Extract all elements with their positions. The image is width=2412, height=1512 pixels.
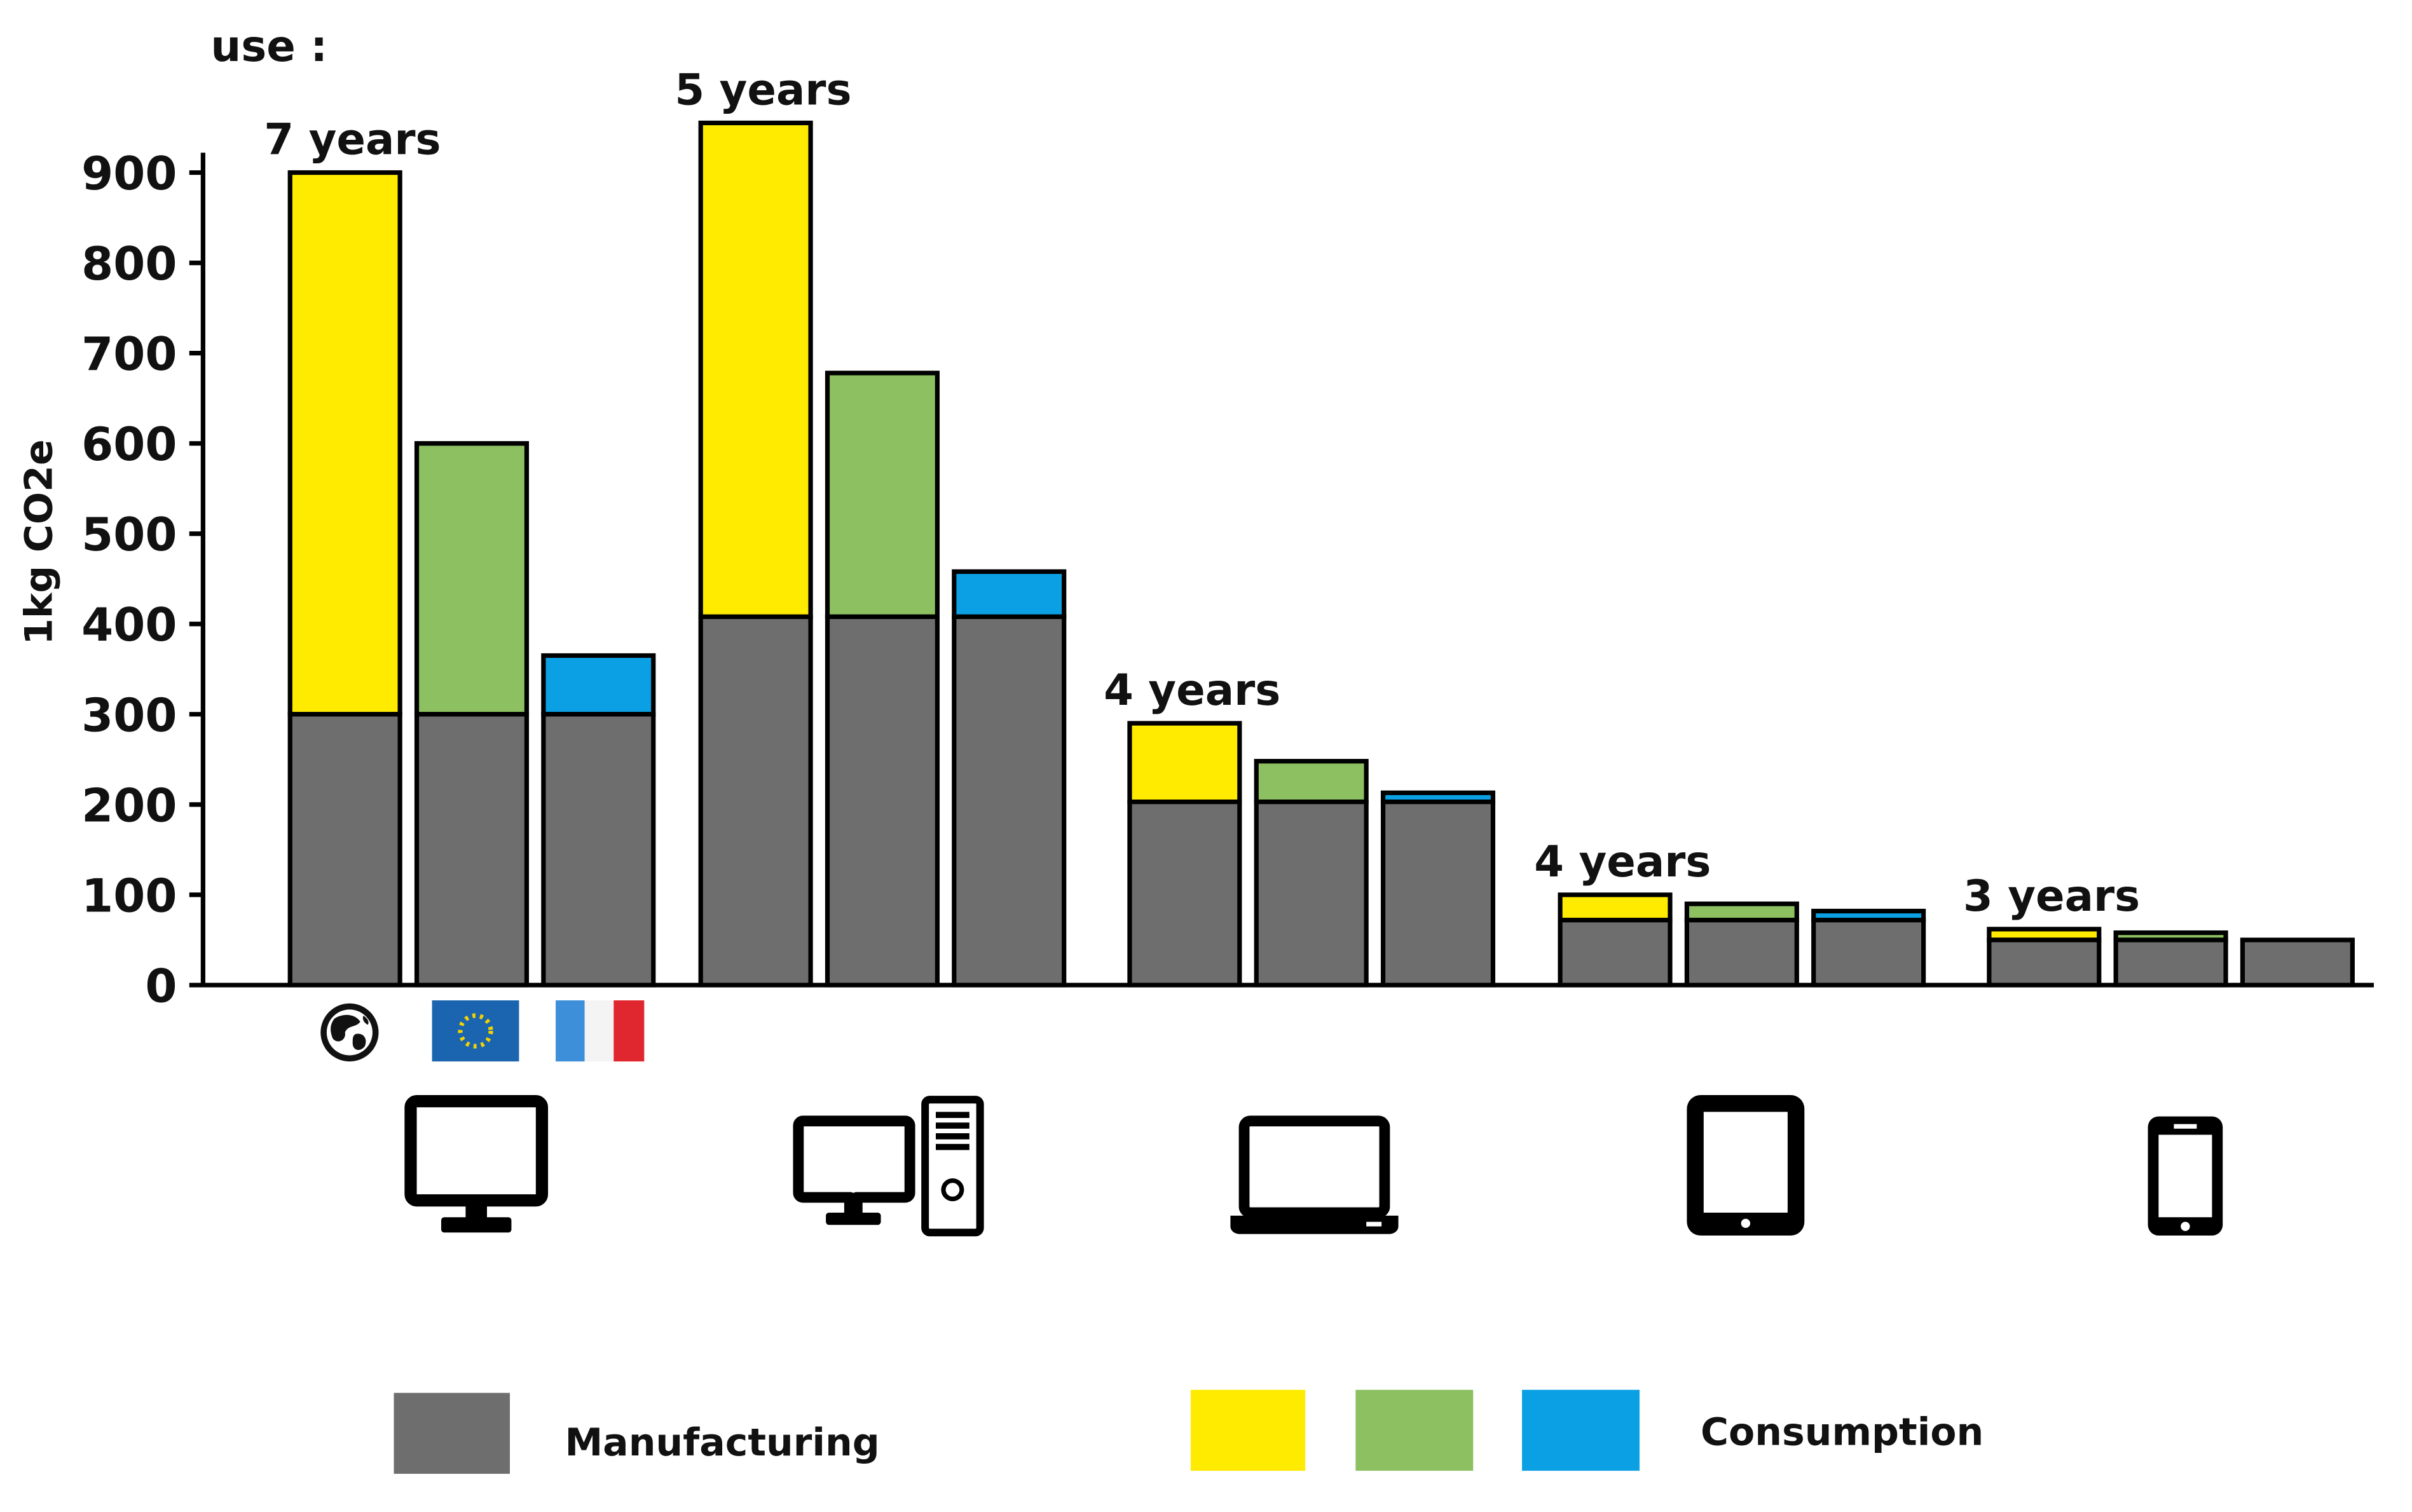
y-tick-label: 900 (81, 147, 177, 200)
lifetime-label-desktop-computer: 5 years (675, 65, 851, 115)
y-tick-label: 600 (81, 418, 177, 471)
monitor-icon (404, 1094, 549, 1233)
y-tick-label: 200 (81, 779, 177, 832)
bar-manufacturing-laptop-europe (1254, 799, 1369, 988)
bar-consumption-laptop-europe (1254, 759, 1369, 805)
bar-manufacturing-monitor-world (287, 712, 402, 988)
lifetime-label-laptop: 4 years (1104, 665, 1280, 715)
laptop-icon (1230, 1115, 1399, 1234)
tablet-icon (1687, 1094, 1805, 1236)
y-axis-label: 1kg CO2e (17, 439, 62, 644)
bar-consumption-monitor-world (287, 170, 402, 717)
lifetime-labels: 7 years 5 years 4 years 4 years 3 years (264, 65, 2140, 921)
bar-manufacturing-smartphone-france (2240, 937, 2355, 988)
bar-manufacturing-monitor-europe (414, 712, 530, 988)
bar-manufacturing-desktop-computer-france (952, 614, 1067, 988)
bar-manufacturing-monitor-france (541, 712, 656, 988)
bar-consumption-tablet-world (1558, 892, 1673, 923)
y-tick-label: 100 (81, 869, 177, 922)
y-ticks: 0 100 200 300 400 500 600 700 800 900 (81, 147, 203, 1012)
legend-swatch-france (1522, 1389, 1640, 1471)
bar-manufacturing-smartphone-world (1987, 937, 2102, 988)
y-tick-label: 300 (81, 688, 177, 742)
header-text: use : (210, 22, 327, 71)
legend: Manufacturing Consumption (394, 1389, 1984, 1474)
device-icons (404, 1094, 2223, 1237)
bar-manufacturing-tablet-france (1811, 918, 1926, 988)
bar-consumption-desktop-computer-france (952, 569, 1067, 620)
region-icons (320, 1000, 645, 1062)
lifetime-label-smartphone: 3 years (1963, 871, 2140, 921)
bar-consumption-tablet-europe (1684, 901, 1799, 923)
y-tick-label: 800 (81, 237, 177, 290)
legend-label-manufacturing: Manufacturing (565, 1420, 879, 1465)
bar-manufacturing-laptop-france (1380, 799, 1496, 988)
y-tick-label: 0 (145, 959, 177, 1012)
bar-manufacturing-tablet-world (1558, 918, 1673, 988)
lifetime-label-tablet: 4 years (1534, 837, 1711, 887)
legend-swatch-manufacturing (394, 1393, 510, 1474)
eu-flag-icon (432, 1000, 519, 1062)
france-flag-icon (556, 1000, 645, 1062)
bar-consumption-desktop-computer-europe (825, 371, 940, 620)
y-tick-label: 400 (81, 598, 177, 651)
bar-consumption-laptop-world (1127, 721, 1242, 805)
bar-consumption-desktop-computer-world (698, 120, 813, 620)
bar-consumption-monitor-france (541, 653, 656, 717)
legend-label-consumption: Consumption (1701, 1410, 1984, 1454)
bar-manufacturing-laptop-world (1127, 799, 1242, 988)
legend-swatch-world (1190, 1389, 1306, 1471)
lifetime-label-monitor: 7 years (264, 115, 441, 165)
bar-manufacturing-desktop-computer-europe (825, 614, 940, 988)
smartphone-icon (2148, 1116, 2223, 1236)
desktop-computer-icon (793, 1096, 984, 1237)
y-tick-label: 500 (81, 508, 177, 561)
bar-manufacturing-smartphone-europe (2113, 937, 2228, 988)
bar-consumption-monitor-europe (414, 441, 530, 717)
y-tick-label: 700 (81, 327, 177, 381)
globe-icon (320, 1003, 379, 1062)
bar-manufacturing-desktop-computer-world (698, 614, 813, 988)
bars (287, 120, 2355, 988)
legend-swatch-europe (1355, 1389, 1474, 1471)
bar-manufacturing-tablet-europe (1684, 918, 1799, 988)
